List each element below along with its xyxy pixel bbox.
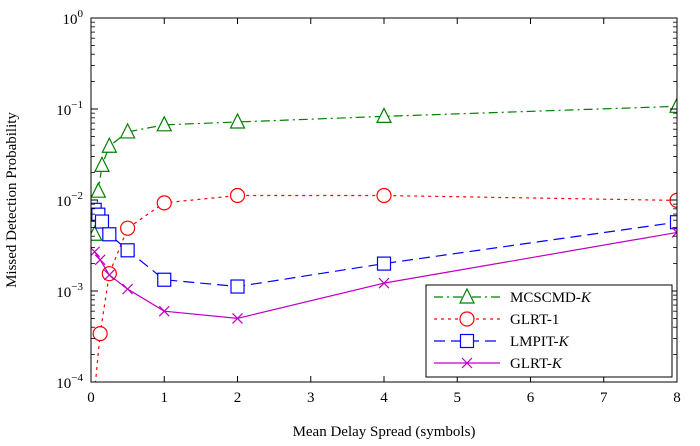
legend-label: GLRT-1	[510, 312, 559, 328]
legend-item: LMPIT-K	[434, 333, 570, 350]
series-line	[94, 194, 677, 382]
x-tick-label: 7	[600, 390, 608, 406]
data-point	[103, 269, 115, 281]
data-point	[91, 181, 107, 198]
x-marker-stroke	[94, 254, 106, 266]
data-point	[229, 112, 246, 129]
y-tick-label: 10−1	[56, 99, 83, 119]
x-tick-label: 3	[307, 390, 315, 406]
y-axis-label: Missed Detection Probability	[4, 112, 20, 288]
data-point	[376, 256, 392, 271]
y-tick-label: 10−3	[56, 281, 83, 301]
y-tick-label: 10−4	[56, 372, 83, 392]
data-point	[101, 136, 118, 153]
data-point	[120, 243, 135, 258]
x-marker-stroke	[122, 283, 134, 295]
y-tick-label: 10−2	[56, 190, 83, 210]
legend-marker	[459, 287, 475, 304]
data-point	[669, 215, 677, 230]
data-point	[122, 283, 134, 295]
data-point	[376, 107, 392, 123]
series-mcscmd-k	[91, 96, 677, 241]
x-marker-stroke	[671, 227, 677, 234]
legend-label: GLRT-K	[510, 356, 563, 372]
legend-label: LMPIT-K	[510, 334, 570, 350]
data-point	[156, 195, 172, 211]
legend-item: GLRT-1	[434, 311, 559, 328]
data-point	[376, 187, 392, 204]
x-marker-stroke	[103, 269, 115, 281]
x-marker-stroke	[671, 231, 677, 238]
data-point	[94, 156, 110, 173]
series-lmpit-k	[91, 202, 677, 294]
data-point	[232, 312, 243, 324]
series-line	[94, 105, 677, 235]
y-tick-label: 100	[63, 8, 84, 28]
data-point	[230, 279, 245, 294]
legend-marker	[459, 333, 475, 349]
x-tick-label: 0	[87, 390, 95, 406]
legend-marker	[461, 357, 473, 369]
x-tick-label: 4	[380, 390, 388, 406]
data-point	[378, 277, 390, 289]
series-line	[94, 209, 677, 288]
x-marker-stroke	[158, 305, 170, 317]
data-point	[120, 220, 136, 236]
data-point	[102, 227, 117, 242]
x-marker-stroke	[461, 357, 473, 369]
x-tick-label: 5	[454, 390, 462, 406]
legend: MCSCMD-K GLRT-1 LMPIT-K GLRT-K	[425, 284, 673, 378]
x-tick-label: 8	[673, 390, 681, 406]
x-axis-label: Mean Delay Spread (symbols)	[293, 424, 476, 440]
data-point	[94, 214, 110, 229]
ticks-layer: 0 1 2 3 4 5 6 7 8 100 10−1 10−2 10−3 10−4	[56, 8, 680, 406]
x-marker-stroke	[378, 277, 390, 289]
data-point	[92, 326, 108, 342]
data-point	[119, 122, 136, 139]
x-tick-label: 2	[234, 390, 242, 406]
data-point	[156, 115, 173, 132]
data-point	[229, 187, 246, 204]
data-point	[671, 227, 677, 238]
data-point	[94, 254, 106, 266]
x-marker-stroke	[232, 312, 243, 324]
legend-item: MCSCMD-K	[434, 287, 592, 306]
legend-label: MCSCMD-K	[510, 290, 592, 306]
x-tick-label: 1	[161, 390, 169, 406]
data-point	[157, 272, 172, 287]
legend-marker	[459, 311, 475, 327]
legend-item: GLRT-K	[434, 356, 563, 372]
data-point	[158, 305, 170, 317]
x-tick-label: 6	[527, 390, 535, 406]
series-line	[94, 231, 677, 320]
